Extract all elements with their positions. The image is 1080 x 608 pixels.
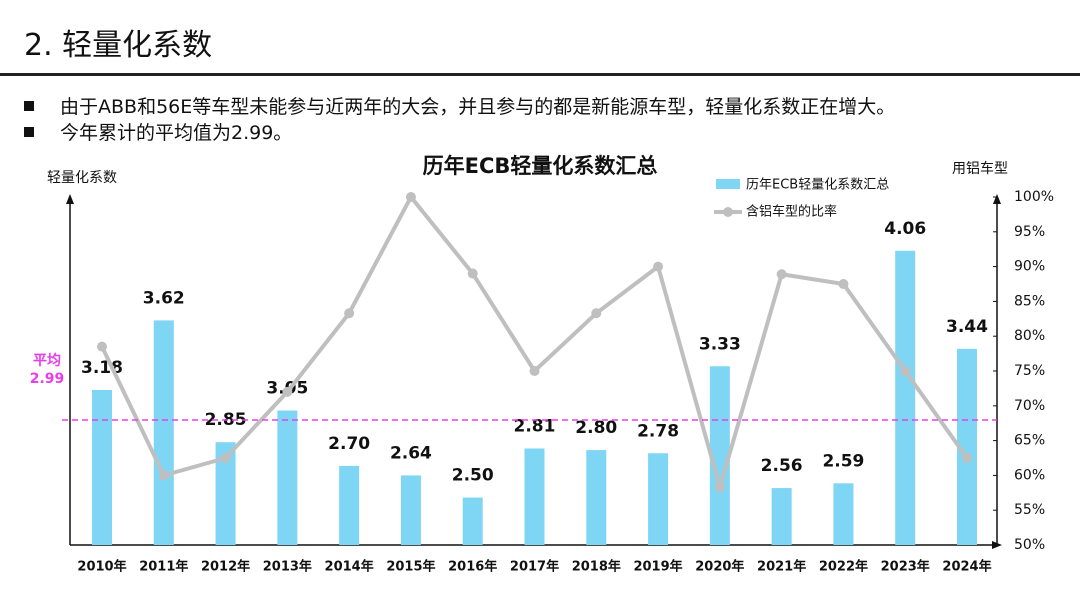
bar xyxy=(277,410,298,545)
bullet-text: 今年累计的平均值为2.99。 xyxy=(60,122,293,144)
bar xyxy=(92,389,112,545)
x-tick-label: 2014年 xyxy=(325,559,374,575)
y2-tick-label: 95% xyxy=(1014,224,1045,240)
line-point xyxy=(158,470,169,481)
y2-tick-label: 90% xyxy=(1014,259,1045,275)
chart-title: 历年ECB轻量化系数汇总 xyxy=(423,154,658,178)
bar xyxy=(400,475,421,545)
title-rule xyxy=(0,73,1080,76)
bar-value-label: 2.59 xyxy=(822,451,864,471)
bar-value-label: 2.78 xyxy=(637,421,679,441)
y2-tick-label: 85% xyxy=(1014,293,1045,309)
bar xyxy=(462,497,483,545)
bar xyxy=(709,366,730,545)
y2-tick-label: 55% xyxy=(1014,502,1045,518)
bar xyxy=(339,465,360,545)
y2-tick-label: 65% xyxy=(1014,433,1045,449)
x-tick-label: 2023年 xyxy=(881,559,930,575)
axis-arrow xyxy=(993,194,1001,204)
bar-value-label: 2.81 xyxy=(514,417,556,437)
line-point xyxy=(776,269,787,280)
bullet-text: 由于ABB和56E等车型未能参与近两年的大会，并且参与的都是新能源车型，轻量化系… xyxy=(60,96,896,118)
slide-title: 2. 轻量化系数 xyxy=(24,28,213,63)
bar-value-label: 2.64 xyxy=(390,443,432,463)
line-point xyxy=(591,308,602,319)
bar xyxy=(895,250,916,546)
bar xyxy=(586,450,607,545)
average-value: 2.99 xyxy=(30,371,65,387)
x-tick-label: 2010年 xyxy=(77,559,126,575)
bar-value-label: 2.56 xyxy=(761,456,803,476)
bar-value-label: 2.80 xyxy=(575,418,617,438)
legend-label: 含铝车型的比率 xyxy=(746,204,837,220)
y2-axis-label: 用铝车型 xyxy=(952,160,1008,177)
bar-value-label: 4.06 xyxy=(884,219,926,239)
x-tick-label: 2015年 xyxy=(386,559,435,575)
bar xyxy=(215,442,236,545)
y-axis-label: 轻量化系数 xyxy=(47,170,117,186)
line-point xyxy=(714,482,725,493)
x-tick-label: 2024年 xyxy=(942,559,991,575)
x-tick-label: 2017年 xyxy=(510,559,559,575)
y2-tick-label: 75% xyxy=(1014,363,1045,379)
bar xyxy=(771,488,792,545)
bar-value-label: 3.44 xyxy=(946,317,988,337)
line-point xyxy=(405,192,416,202)
bullet: 由于ABB和56E等车型未能参与近两年的大会，并且参与的都是新能源车型，轻量化系… xyxy=(24,92,895,119)
x-tick-label: 2021年 xyxy=(757,559,806,575)
line-point xyxy=(97,341,107,352)
bar-value-label: 3.62 xyxy=(143,288,185,308)
x-tick-label: 2018年 xyxy=(572,559,621,575)
x-tick-label: 2019年 xyxy=(633,559,682,575)
line-point xyxy=(344,308,355,319)
line-point xyxy=(962,453,972,463)
bar-value-label: 2.70 xyxy=(328,434,370,454)
y2-tick-label: 60% xyxy=(1014,467,1045,483)
bar xyxy=(833,483,854,545)
line-point xyxy=(900,366,911,376)
line-point xyxy=(467,268,478,279)
line-point xyxy=(529,366,540,376)
bar xyxy=(957,348,977,545)
line-point xyxy=(838,279,849,289)
bullet: 今年累计的平均值为2.99。 xyxy=(24,118,292,145)
x-tick-label: 2013年 xyxy=(263,559,312,575)
bar-value-label: 2.50 xyxy=(452,466,494,486)
bar xyxy=(648,453,669,545)
line-point xyxy=(282,386,293,397)
x-tick-label: 2011年 xyxy=(139,559,188,575)
bar xyxy=(153,320,174,545)
y2-tick-label: 70% xyxy=(1014,398,1045,414)
bar xyxy=(524,448,545,545)
y2-tick-label: 100% xyxy=(1014,189,1054,205)
x-tick-label: 2020年 xyxy=(695,559,744,575)
y2-tick-label: 80% xyxy=(1014,328,1045,344)
axis-arrow xyxy=(66,194,74,204)
line-point xyxy=(220,453,231,463)
legend-label: 历年ECB轻量化系数汇总 xyxy=(746,178,889,193)
bar-value-label: 3.33 xyxy=(699,334,741,354)
x-tick-label: 2012年 xyxy=(201,559,250,575)
legend-swatch xyxy=(723,207,733,217)
x-tick-label: 2016年 xyxy=(448,559,497,575)
y2-tick-label: 50% xyxy=(1014,537,1045,553)
legend-swatch xyxy=(716,179,740,189)
x-tick-label: 2022年 xyxy=(819,559,868,575)
average-label: 平均 xyxy=(33,352,61,369)
line-point xyxy=(653,261,664,272)
